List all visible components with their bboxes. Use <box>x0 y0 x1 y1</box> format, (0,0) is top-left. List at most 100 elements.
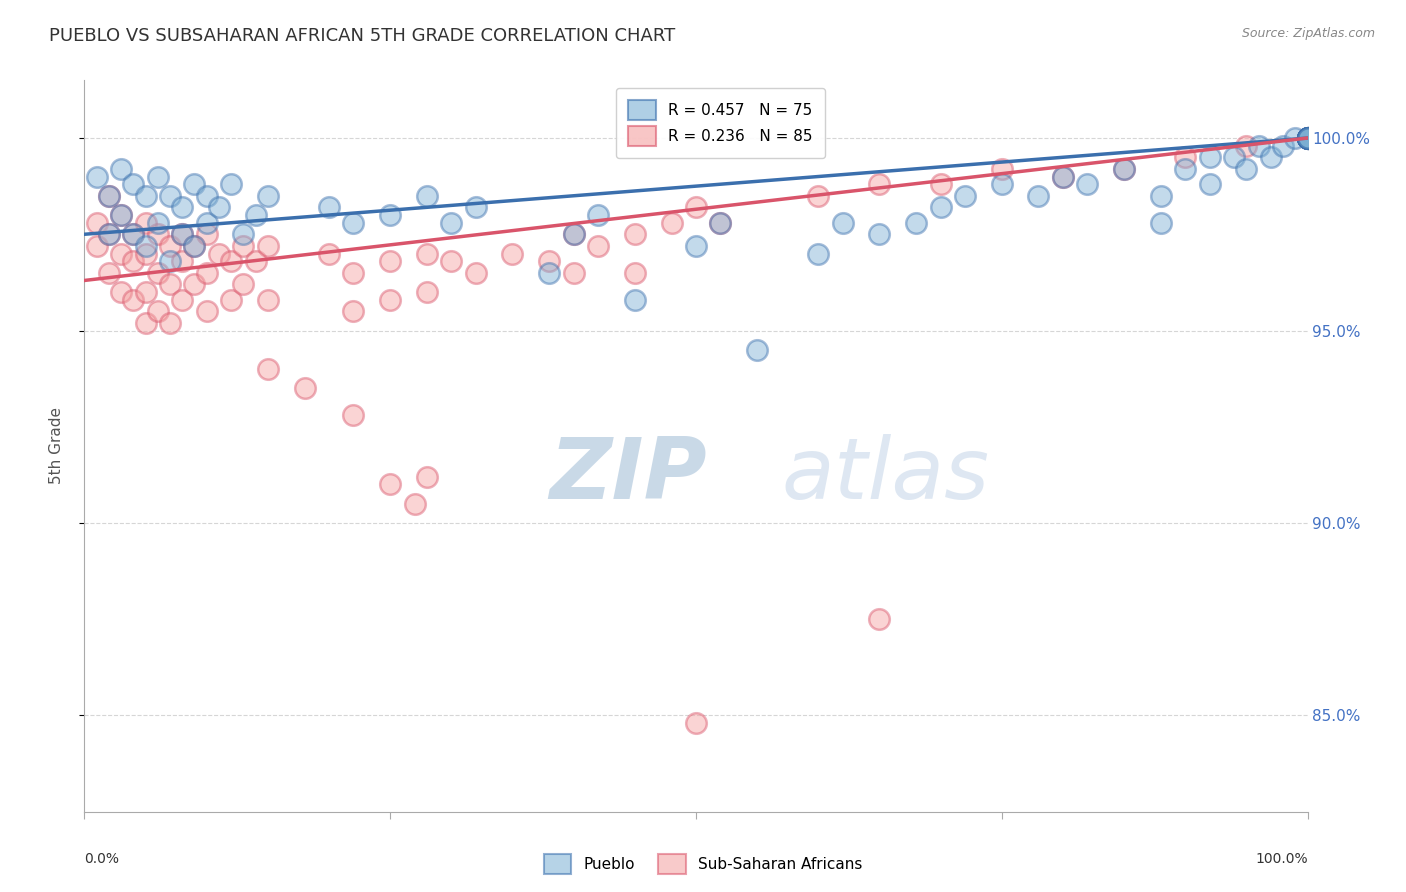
Point <box>929 200 952 214</box>
Point <box>122 254 145 268</box>
Point <box>404 497 426 511</box>
Point <box>1150 188 1173 202</box>
Point <box>1260 150 1282 164</box>
Point <box>183 277 205 292</box>
Point <box>380 293 402 307</box>
Point <box>440 216 463 230</box>
Point <box>1296 131 1319 145</box>
Point <box>905 216 928 230</box>
Point <box>1296 131 1319 145</box>
Point <box>135 246 157 260</box>
Point <box>1296 131 1319 145</box>
Point <box>294 381 316 395</box>
Point <box>208 200 231 214</box>
Point <box>1296 131 1319 145</box>
Point <box>1296 131 1319 145</box>
Point <box>110 208 132 222</box>
Point <box>1296 131 1319 145</box>
Point <box>685 200 707 214</box>
Point <box>562 227 585 242</box>
Point <box>416 285 439 299</box>
Point <box>1247 138 1270 153</box>
Point <box>661 216 683 230</box>
Point <box>1296 131 1319 145</box>
Point <box>146 266 169 280</box>
Point <box>122 227 145 242</box>
Point <box>1272 138 1295 153</box>
Point <box>1296 131 1319 145</box>
Point <box>685 716 707 731</box>
Point <box>183 239 205 253</box>
Point <box>208 246 231 260</box>
Point <box>380 477 402 491</box>
Point <box>97 266 120 280</box>
Point <box>1150 216 1173 230</box>
Point <box>1296 131 1319 145</box>
Point <box>342 266 364 280</box>
Point <box>122 227 145 242</box>
Point <box>869 612 891 626</box>
Point <box>159 188 181 202</box>
Point <box>86 216 108 230</box>
Point <box>1284 131 1306 145</box>
Point <box>1236 161 1258 176</box>
Point <box>807 188 830 202</box>
Point <box>159 239 181 253</box>
Point <box>929 178 952 192</box>
Point <box>416 246 439 260</box>
Point <box>624 266 647 280</box>
Point <box>172 293 194 307</box>
Point <box>831 216 853 230</box>
Point <box>869 178 891 192</box>
Point <box>257 362 280 376</box>
Point <box>219 254 242 268</box>
Point <box>953 188 976 202</box>
Point <box>195 266 218 280</box>
Point <box>122 293 145 307</box>
Text: 0.0%: 0.0% <box>84 852 120 866</box>
Point <box>624 227 647 242</box>
Point <box>586 239 609 253</box>
Point <box>110 161 132 176</box>
Point <box>135 285 157 299</box>
Point <box>245 208 267 222</box>
Point <box>172 254 194 268</box>
Point <box>257 293 280 307</box>
Text: PUEBLO VS SUBSAHARAN AFRICAN 5TH GRADE CORRELATION CHART: PUEBLO VS SUBSAHARAN AFRICAN 5TH GRADE C… <box>49 27 675 45</box>
Point <box>257 188 280 202</box>
Point <box>122 178 145 192</box>
Point <box>342 216 364 230</box>
Point <box>1296 131 1319 145</box>
Legend: Pueblo, Sub-Saharan Africans: Pueblo, Sub-Saharan Africans <box>537 848 869 880</box>
Point <box>1076 178 1098 192</box>
Point <box>172 200 194 214</box>
Point <box>146 216 169 230</box>
Point <box>97 227 120 242</box>
Point <box>380 208 402 222</box>
Point <box>1198 178 1220 192</box>
Point <box>318 200 340 214</box>
Point <box>1174 150 1197 164</box>
Point <box>219 178 242 192</box>
Point <box>1296 131 1319 145</box>
Point <box>135 316 157 330</box>
Point <box>195 227 218 242</box>
Point <box>110 285 132 299</box>
Point <box>97 188 120 202</box>
Point <box>624 293 647 307</box>
Point <box>146 304 169 318</box>
Point <box>172 227 194 242</box>
Point <box>245 254 267 268</box>
Point <box>1052 169 1074 184</box>
Point <box>183 178 205 192</box>
Point <box>195 304 218 318</box>
Point <box>440 254 463 268</box>
Point <box>146 169 169 184</box>
Point <box>869 227 891 242</box>
Point <box>342 304 364 318</box>
Point <box>318 246 340 260</box>
Point <box>97 227 120 242</box>
Point <box>232 239 254 253</box>
Point <box>709 216 731 230</box>
Point <box>1174 161 1197 176</box>
